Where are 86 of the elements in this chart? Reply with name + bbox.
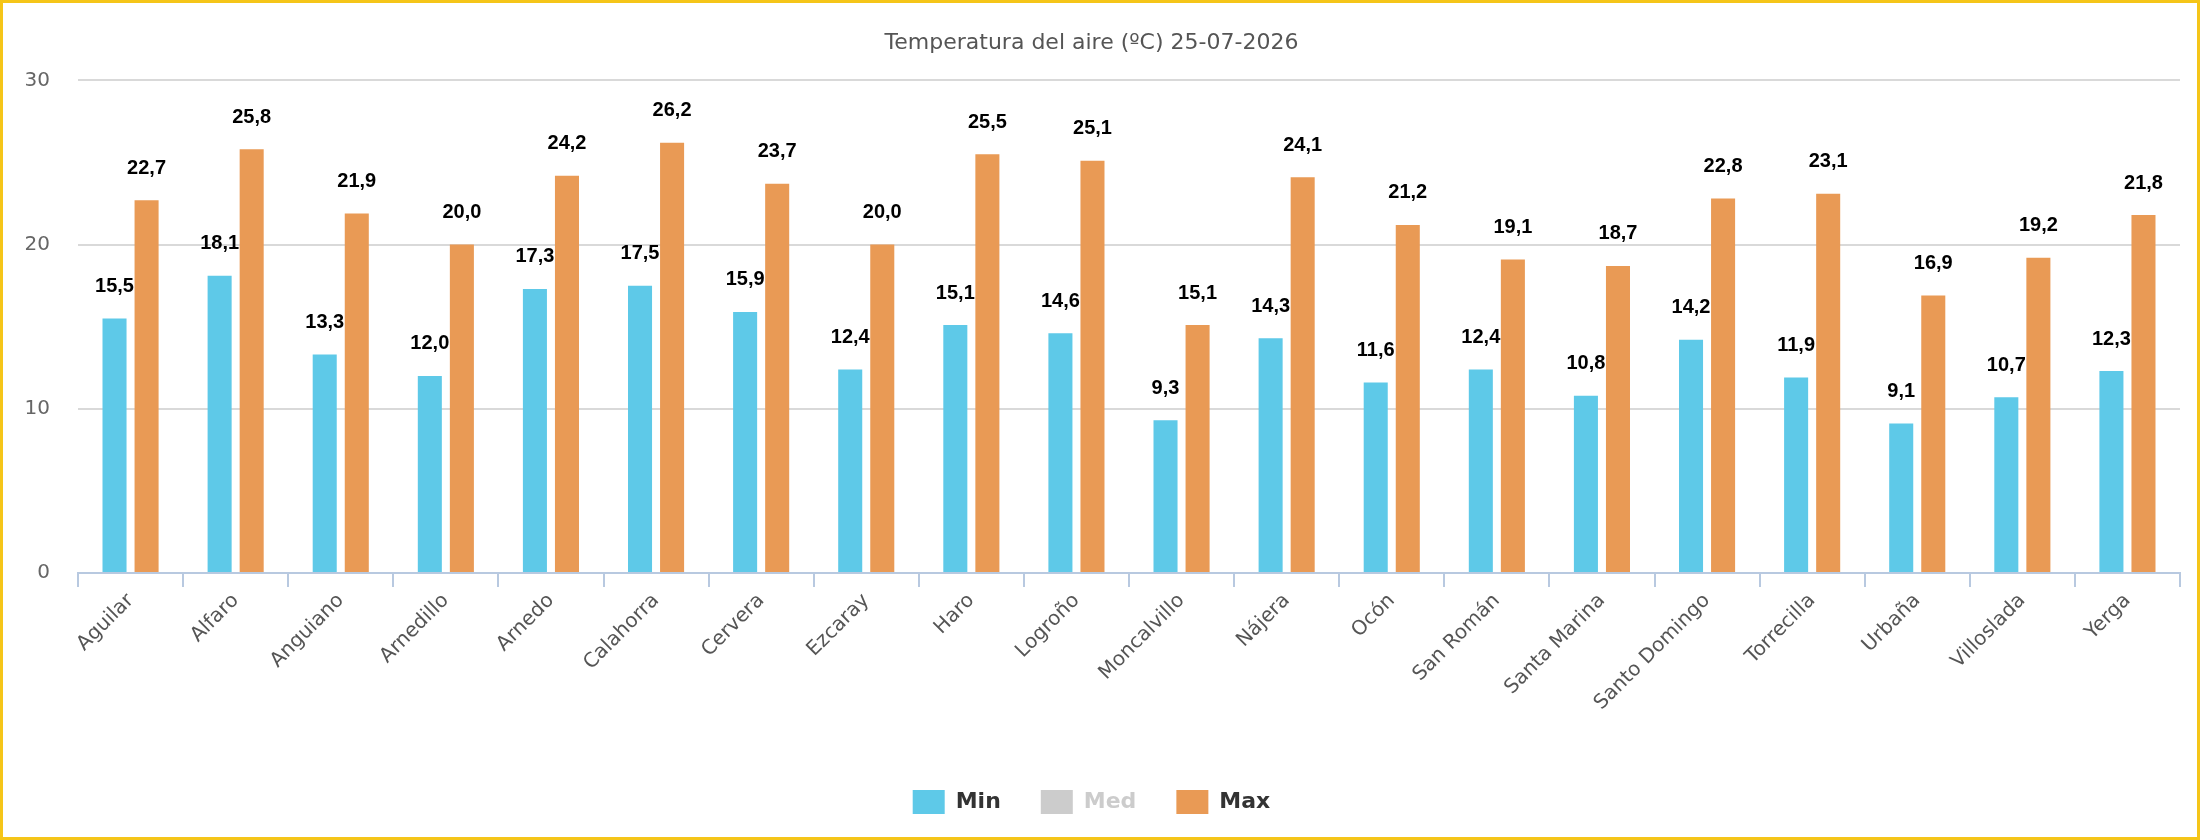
bar xyxy=(1679,339,1704,572)
data-label: 24,1 xyxy=(1283,132,1323,155)
data-label: 17,5 xyxy=(620,241,660,264)
data-label: 15,9 xyxy=(725,267,765,290)
bar xyxy=(870,244,895,572)
data-label: 18,7 xyxy=(1598,221,1638,244)
data-label: 9,1 xyxy=(1887,379,1916,402)
data-label: 10,7 xyxy=(1986,352,2026,375)
bar xyxy=(1816,193,1841,572)
data-label: 21,9 xyxy=(337,168,377,191)
data-label: 25,1 xyxy=(1073,116,1112,139)
data-label: 21,8 xyxy=(2124,170,2163,193)
data-label: 19,1 xyxy=(1493,214,1533,237)
y-tick-label: 10 xyxy=(24,395,50,419)
bar xyxy=(1921,295,1946,572)
bar xyxy=(554,175,579,572)
data-label: 11,9 xyxy=(1777,333,1816,356)
bar xyxy=(1500,259,1525,572)
data-label: 18,1 xyxy=(200,231,240,254)
data-label: 24,2 xyxy=(547,131,587,154)
bar xyxy=(975,154,1000,572)
bar xyxy=(1711,198,1736,572)
bar xyxy=(417,375,442,572)
data-label: 14,2 xyxy=(1671,295,1711,318)
bar xyxy=(1290,177,1315,572)
bar xyxy=(449,244,474,572)
data-label: 17,3 xyxy=(515,244,555,267)
bar xyxy=(2099,371,2124,572)
data-label: 12,3 xyxy=(2091,326,2131,349)
bar xyxy=(239,149,264,572)
bar xyxy=(1185,325,1210,572)
data-label: 22,7 xyxy=(127,155,167,178)
y-tick-label: 0 xyxy=(37,559,50,584)
bar xyxy=(1258,338,1283,572)
bar xyxy=(765,183,790,572)
bar xyxy=(1573,395,1598,572)
bar xyxy=(628,285,653,572)
bar xyxy=(1080,160,1105,572)
bar xyxy=(2026,257,2051,572)
bar xyxy=(2131,215,2156,572)
data-label: 25,5 xyxy=(967,109,1007,132)
bar xyxy=(660,142,685,572)
data-label: 25,8 xyxy=(232,104,272,127)
chart-title: Temperatura del aire (ºC) 25-07-2026 xyxy=(883,28,1299,54)
bar xyxy=(1889,423,1914,572)
y-tick-label: 30 xyxy=(24,66,50,91)
bar xyxy=(1784,377,1809,572)
data-label: 16,9 xyxy=(1913,251,1953,274)
bar xyxy=(134,200,159,572)
data-label: 14,6 xyxy=(1040,288,1080,311)
bar xyxy=(1395,224,1420,572)
bar xyxy=(1363,382,1388,572)
data-label: 13,3 xyxy=(305,310,345,333)
bar xyxy=(207,275,232,572)
bar xyxy=(1468,369,1493,572)
bar xyxy=(102,318,127,572)
data-label: 26,2 xyxy=(652,98,692,121)
bar xyxy=(522,288,547,572)
data-label: 23,1 xyxy=(1808,149,1848,172)
bar xyxy=(312,354,337,572)
data-label: 12,4 xyxy=(830,324,871,347)
bar xyxy=(1994,397,2019,572)
legend-label: Min xyxy=(955,787,1001,813)
data-label: 21,2 xyxy=(1388,180,1428,203)
data-label: 22,8 xyxy=(1703,154,1743,177)
data-label: 20,0 xyxy=(442,200,482,223)
data-label: 20,0 xyxy=(862,200,902,223)
bar xyxy=(1153,420,1178,572)
data-label: 15,1 xyxy=(935,280,975,303)
data-label: 15,5 xyxy=(95,274,134,297)
bar xyxy=(1605,265,1630,572)
data-label: 14,3 xyxy=(1251,293,1291,316)
data-label: 12,0 xyxy=(410,331,450,354)
y-tick-label: 20 xyxy=(24,230,50,255)
data-label: 15,1 xyxy=(1178,280,1218,303)
data-label: 9,3 xyxy=(1151,375,1180,398)
data-label: 11,6 xyxy=(1356,338,1395,361)
bar xyxy=(344,213,369,572)
bar xyxy=(1048,333,1073,572)
data-label: 12,4 xyxy=(1461,324,1502,347)
data-label: 19,2 xyxy=(2018,213,2058,236)
bar xyxy=(943,325,968,572)
data-label: 10,8 xyxy=(1566,351,1606,374)
bar xyxy=(733,311,758,572)
data-label: 23,7 xyxy=(757,139,797,162)
bar xyxy=(838,369,863,572)
